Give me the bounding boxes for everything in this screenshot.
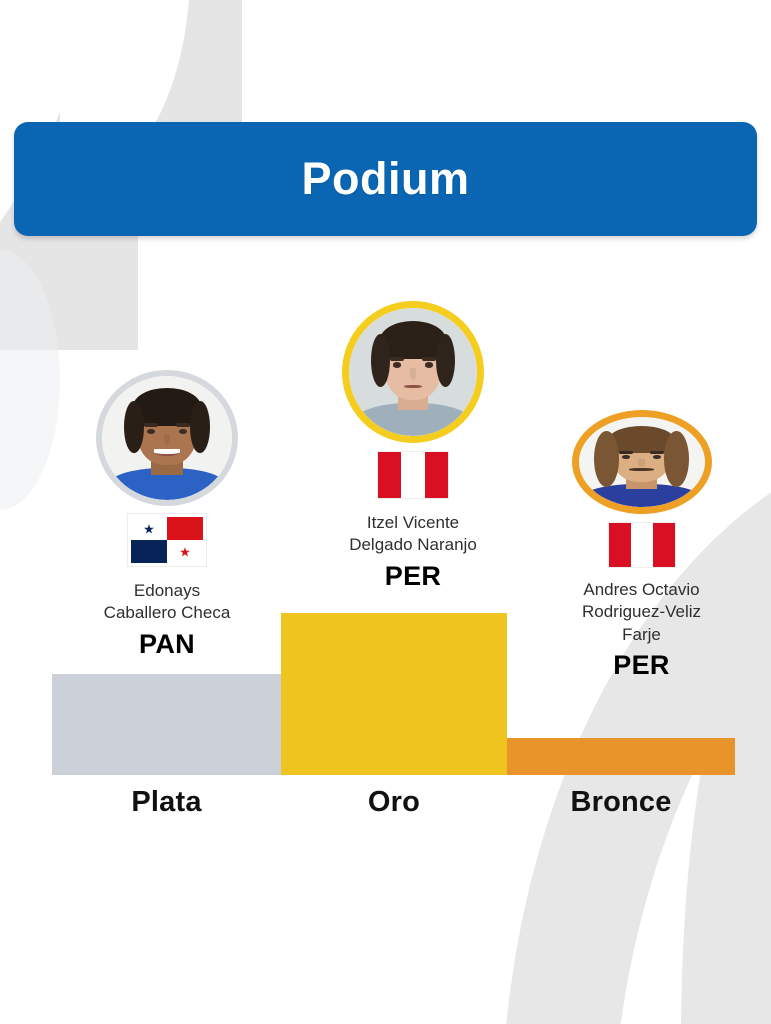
athlete-country-silver: PAN [139,628,195,659]
flag-quadrant-navy [131,540,167,563]
page-title: Podium [301,153,470,204]
flag-stripe-red [424,452,448,498]
panama-flag: ★ ★ [128,514,206,566]
page-title-banner: Podium [14,122,757,236]
athlete-name-gold: Itzel Vicente Delgado Naranjo [349,513,477,555]
flag-stripe-white [630,523,653,567]
podium-place-gold: Itzel Vicente Delgado Naranjo PER [285,301,541,592]
athlete-country-bronze: PER [613,650,670,681]
avatar-gold [342,301,484,443]
athlete-country-gold: PER [384,560,442,591]
star-icon: ★ [143,521,155,536]
medal-label-gold: Oro [367,786,421,818]
peru-flag [378,452,448,498]
podium-place-bronze: Andres Octavio Rodriguez-Veliz Farje PER [520,410,763,681]
avatar-bronze [571,410,712,514]
flag-stripe-red [652,523,675,567]
flag-stripe-white [401,452,425,498]
peru-flag [608,523,675,567]
flag-quadrant-red [167,517,203,540]
avatar-silver [96,370,238,506]
podium-block-gold [281,613,507,775]
athlete-photo-bronze [578,417,705,507]
medal-label-silver: Plata [131,786,202,818]
star-icon: ★ [179,544,191,559]
podium-place-silver: ★ ★ Edonays Caballero Checa PAN [47,370,287,660]
medal-label-bronze: Bronce [570,786,672,818]
flag-stripe-red [608,523,631,567]
athlete-photo-silver [102,376,232,500]
flag-stripe-red [378,452,402,498]
athlete-name-bronze: Andres Octavio Rodriguez-Veliz Farje [581,580,702,644]
flag-quadrant-white-red-star: ★ [167,540,203,563]
athlete-name-silver: Edonays Caballero Checa [103,581,231,623]
athlete-photo-gold [349,308,477,436]
flag-quadrant-white-blue-star: ★ [131,517,167,540]
podium-block-silver [52,674,281,775]
podium-block-bronze [507,738,735,775]
